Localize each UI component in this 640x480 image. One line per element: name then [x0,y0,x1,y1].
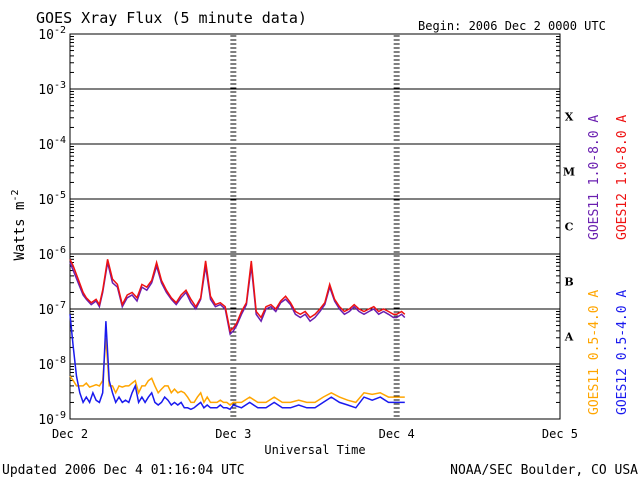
x-axis-label: Universal Time [264,443,365,457]
legend-entry: GOES12 1.0-8.0 A [615,115,630,240]
x-axis-ticks: Dec 2 Dec 3 Dec 4 Dec 5 [52,35,578,441]
y-axis-ticks: 10-2 10-3 10-4 10-5 10-6 10-7 10-8 10-9 [38,25,560,428]
y-axis-label-group: Watts m-2 [10,189,28,260]
legend-entry: GOES11 1.0-8.0 A [587,115,602,240]
y-axis-label-exponent: -2 [10,189,21,201]
x-tick-label: Dec 4 [379,427,415,441]
legend: GOES11 1.0-8.0 A GOES12 1.0-8.0 A GOES11 0… [587,115,630,415]
series-line [69,314,405,411]
y-axis-label-text: Watts m [12,202,28,261]
flare-class-label: A [564,331,574,344]
series-lines [69,258,406,411]
y-tick-label: 10-2 [38,25,66,43]
grid-lines [70,88,560,365]
y-tick-label: 10-6 [38,245,66,263]
y-axis-label: Watts m-2 [10,189,28,260]
x-tick-label: Dec 5 [542,427,578,441]
begin-time-label: Begin: 2006 Dec 2 0000 UTC [418,19,606,33]
y-tick-label: 10-3 [38,80,66,98]
x-tick-label: Dec 2 [52,427,88,441]
credit-label: NOAA/SEC Boulder, CO USA [450,463,638,478]
y-tick-label: 10-5 [38,190,66,208]
y-tick-label: 10-7 [38,300,66,318]
flare-class-label: X [565,111,574,124]
flare-class-label: B [564,276,573,289]
flare-class-labels: X M C B A [563,111,575,344]
y-tick-label: 10-4 [38,135,66,153]
legend-entry: GOES11 0.5-4.0 A [587,290,602,415]
plot-frame [69,33,561,420]
chart-title: GOES Xray Flux (5 minute data) [36,9,307,27]
legend-entry: GOES12 0.5-4.0 A [615,290,630,415]
flare-class-label: M [563,166,575,179]
y-tick-label: 10-8 [38,355,66,373]
flare-class-label: C [565,221,574,234]
series-line [69,337,405,406]
y-tick-label: 10-9 [38,410,66,428]
x-tick-label: Dec 3 [215,427,251,441]
series-line [69,258,406,333]
updated-timestamp: Updated 2006 Dec 4 01:16:04 UTC [2,463,245,478]
